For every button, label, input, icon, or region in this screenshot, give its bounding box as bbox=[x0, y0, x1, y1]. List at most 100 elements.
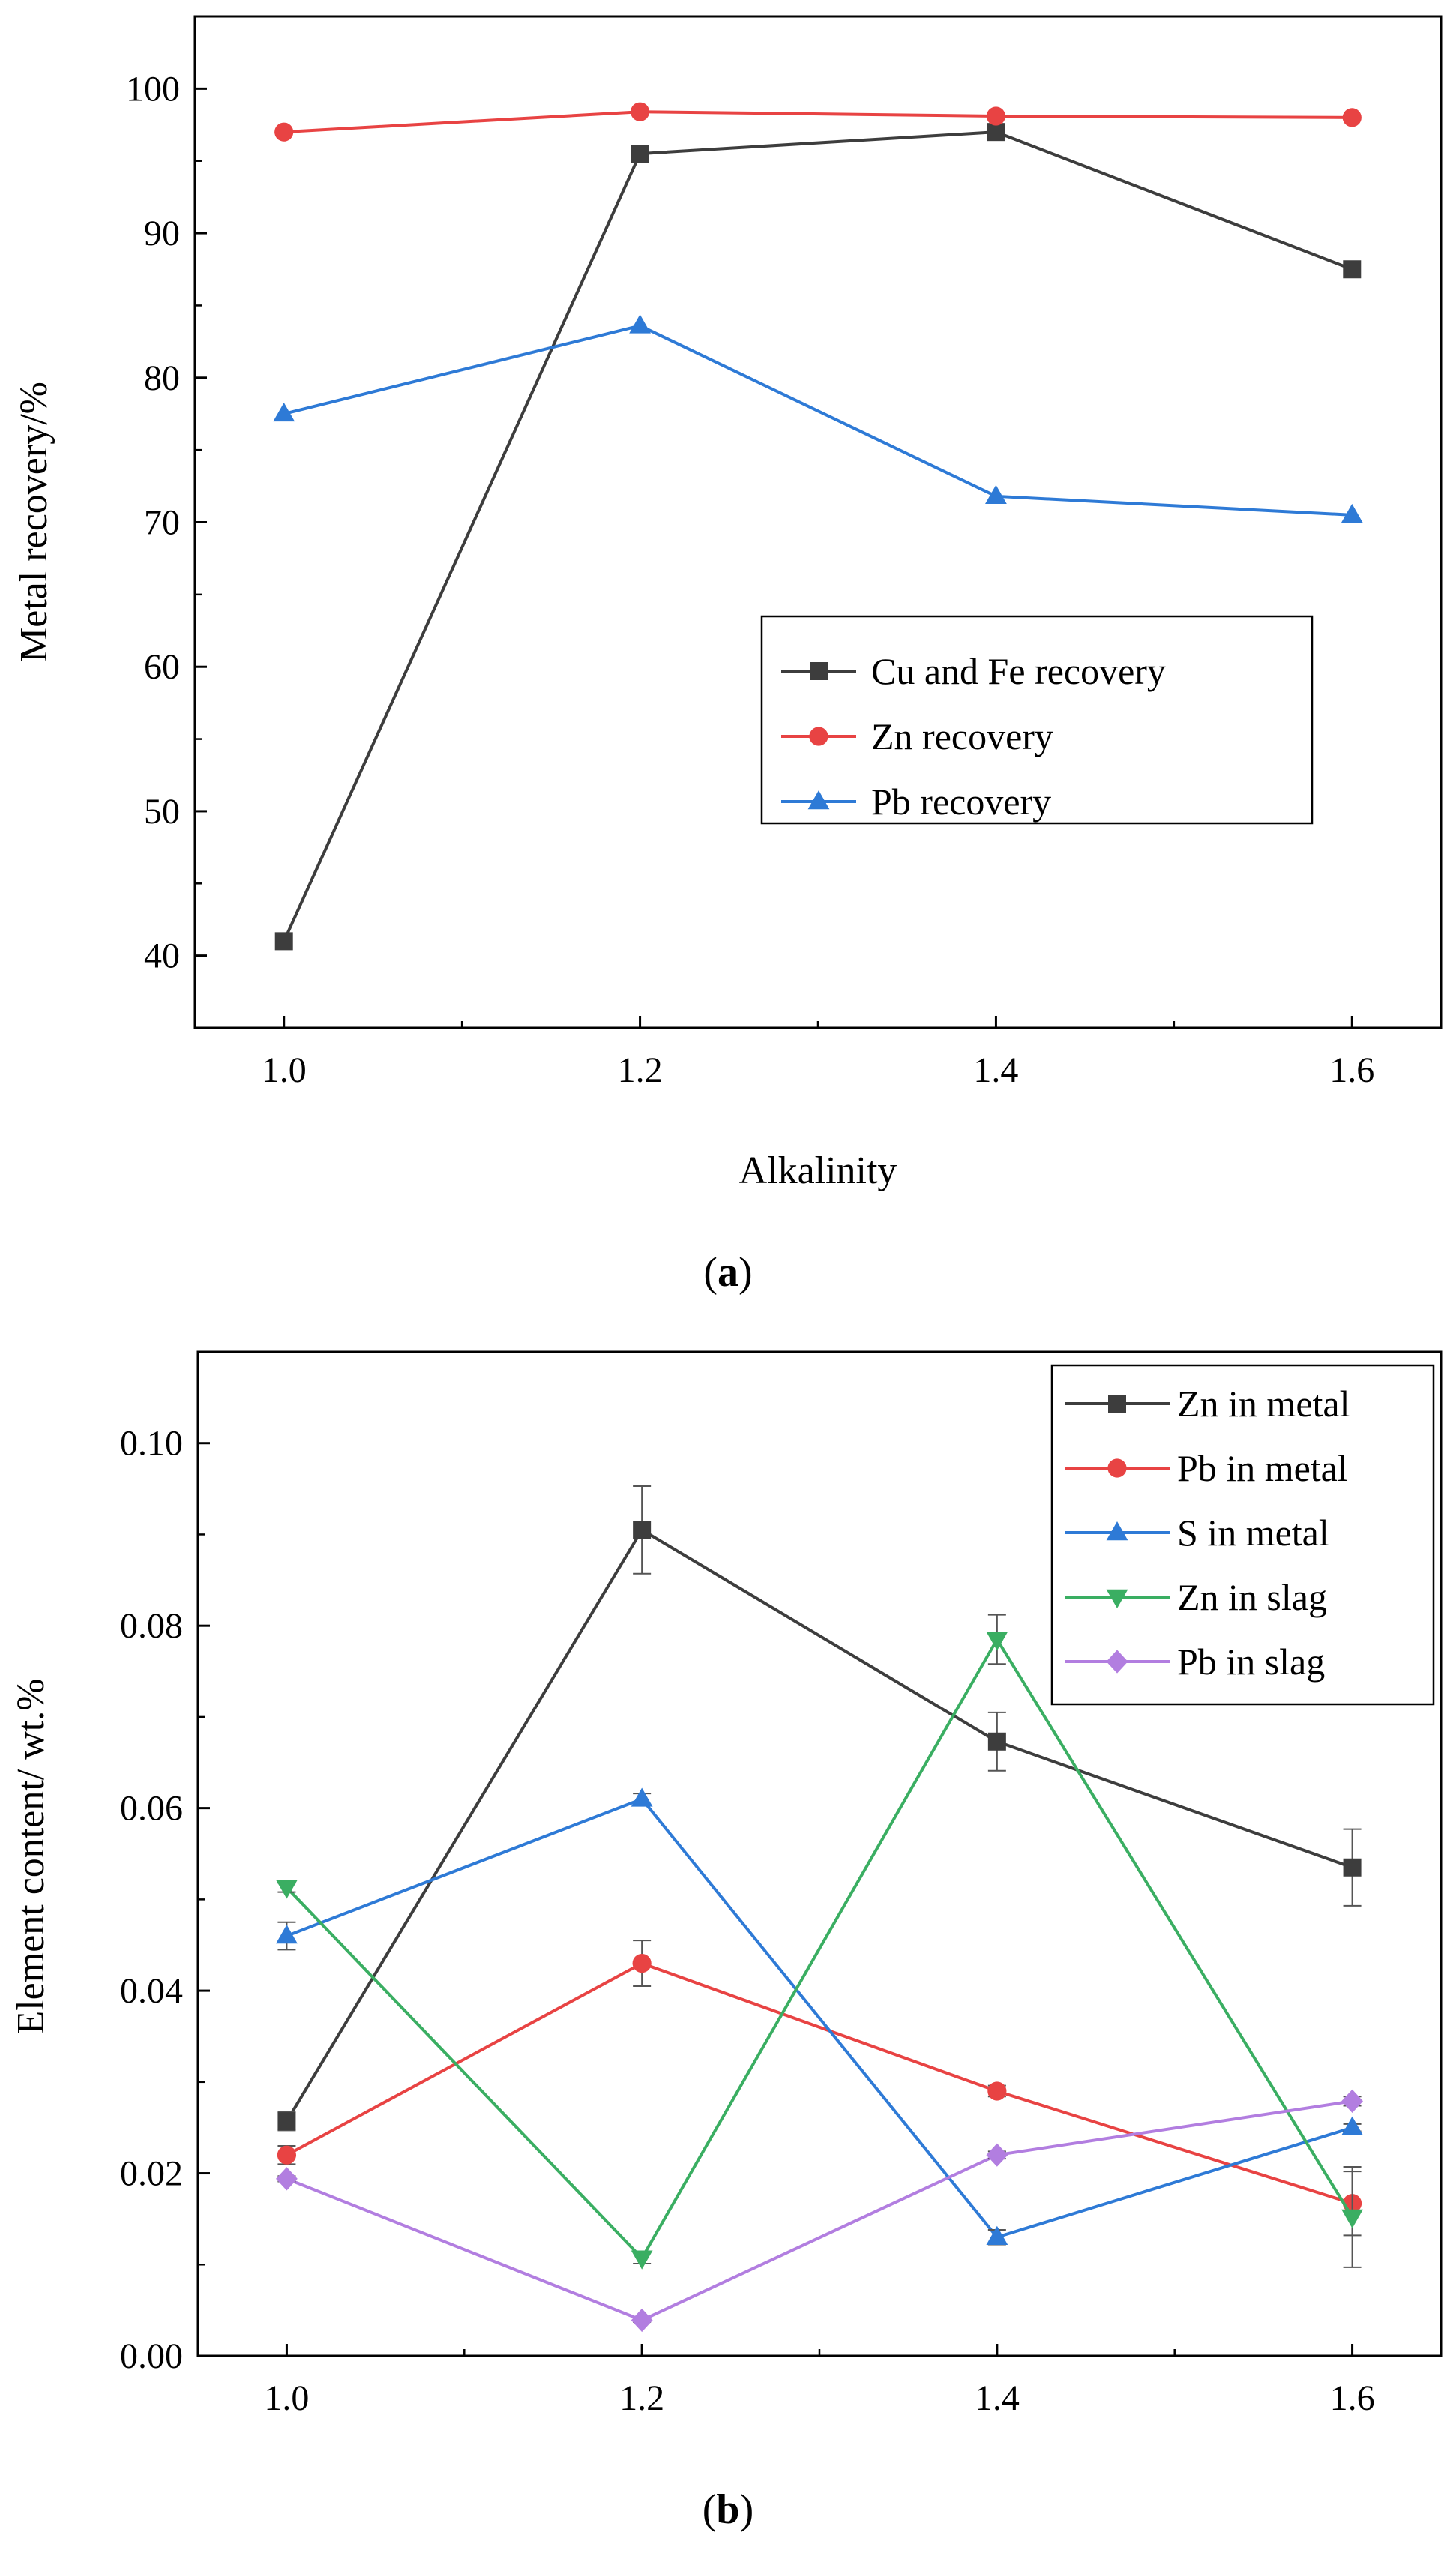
legend-entry: Cu and Fe recovery bbox=[781, 650, 1166, 692]
legend-label: Cu and Fe recovery bbox=[871, 650, 1166, 692]
data-point bbox=[1341, 2209, 1363, 2228]
chart-a-legend-box bbox=[760, 615, 1314, 825]
data-point bbox=[986, 106, 1006, 126]
x-tick-label: 1.4 bbox=[973, 1050, 1018, 1090]
legend-marker bbox=[810, 662, 828, 680]
legend-label: Pb recovery bbox=[871, 781, 1051, 823]
x-tick-label: 1.0 bbox=[264, 2378, 309, 2418]
series-zn-recovery bbox=[274, 102, 1362, 142]
y-tick-label: 60 bbox=[144, 647, 180, 687]
series-line bbox=[283, 110, 1353, 134]
x-tick-label: 1.2 bbox=[618, 1050, 663, 1090]
data-point bbox=[276, 1925, 298, 1944]
y-tick-label: 90 bbox=[144, 214, 180, 253]
series-line bbox=[286, 2099, 1353, 2322]
data-point bbox=[986, 2225, 1008, 2245]
series-cu-and-fe-recovery bbox=[274, 123, 1362, 951]
series-line bbox=[283, 324, 1353, 517]
series-line bbox=[285, 1638, 1354, 2260]
chart-b-legend: Zn in metal Pb in metal S in metal Zn in sl… bbox=[1050, 1364, 1435, 1706]
legend-marker bbox=[1106, 1650, 1128, 1674]
legend-entry: Pb in slag bbox=[1065, 1641, 1325, 1683]
series-line bbox=[285, 1528, 1353, 2123]
data-point bbox=[277, 2145, 297, 2165]
chart-a-ticks: 1.0 1.2 1.4 1.6 40 50 60 70 80 90 100 bbox=[126, 69, 1374, 1090]
series-s-in-metal bbox=[276, 1787, 1363, 2246]
y-tick-label: 80 bbox=[144, 358, 180, 398]
x-tick-label: 1.0 bbox=[262, 1050, 307, 1090]
chart-a-caption-letter: a bbox=[718, 1249, 738, 1296]
chart-b-caption: (b) bbox=[703, 2486, 753, 2533]
chart-b-caption-letter: b bbox=[716, 2486, 739, 2533]
legend-marker bbox=[809, 727, 828, 746]
legend-marker bbox=[1107, 1458, 1127, 1478]
data-point bbox=[274, 122, 294, 142]
data-point bbox=[987, 2081, 1007, 2101]
chart-a-series bbox=[273, 102, 1363, 951]
legend-entry: Zn in slag bbox=[1065, 1576, 1327, 1618]
data-point bbox=[276, 2167, 298, 2191]
data-point bbox=[277, 2112, 296, 2131]
chart-a: 1.0 1.2 1.4 1.6 40 50 60 70 80 90 100 Cu and Fe re… bbox=[13, 15, 1443, 1296]
legend-entry: Zn recovery bbox=[781, 715, 1053, 757]
series-zn-in-metal bbox=[277, 1485, 1362, 2132]
chart-b-ylabel: Element content/ wt.% bbox=[10, 1678, 52, 2034]
data-point bbox=[1341, 2116, 1363, 2135]
data-point bbox=[631, 2250, 653, 2270]
y-tick-label: 50 bbox=[144, 792, 180, 832]
y-tick-label: 0.06 bbox=[120, 1789, 183, 1829]
data-point bbox=[631, 2308, 653, 2333]
data-point bbox=[1341, 2089, 1363, 2113]
series-pb-recovery bbox=[273, 314, 1363, 523]
data-point bbox=[986, 1632, 1008, 1651]
legend-marker bbox=[1106, 1589, 1128, 1608]
y-tick-label: 0.08 bbox=[120, 1606, 183, 1646]
series-zn-in-slag bbox=[276, 1614, 1363, 2270]
data-point bbox=[1341, 503, 1363, 523]
data-point bbox=[1343, 260, 1362, 279]
y-tick-label: 0.10 bbox=[120, 1424, 183, 1464]
data-point bbox=[985, 484, 1007, 505]
data-point bbox=[1343, 1858, 1362, 1877]
y-tick-label: 0.02 bbox=[120, 2154, 183, 2194]
chart-b: 1.0 1.2 1.4 1.6 0.00 0.02 0.04 0.06 0.08 0.10 Zn … bbox=[10, 1350, 1443, 2533]
legend-label: Pb in metal bbox=[1177, 1447, 1348, 1489]
chart-a-legend: Cu and Fe recovery Zn recovery Pb recovery bbox=[760, 615, 1314, 825]
legend-marker bbox=[1108, 1395, 1126, 1413]
legend-marker bbox=[807, 790, 830, 810]
x-tick-label: 1.6 bbox=[1330, 2378, 1375, 2418]
legend-entry: Pb in metal bbox=[1065, 1447, 1348, 1489]
x-tick-label: 1.6 bbox=[1329, 1050, 1374, 1090]
y-tick-label: 0.00 bbox=[120, 2336, 183, 2376]
chart-b-ticks: 1.0 1.2 1.4 1.6 0.00 0.02 0.04 0.06 0.08 0.10 bbox=[120, 1424, 1375, 2418]
series-pb-in-slag bbox=[276, 2089, 1363, 2333]
legend-label: S in metal bbox=[1177, 1512, 1329, 1554]
data-point bbox=[273, 402, 295, 422]
data-point bbox=[1342, 108, 1362, 127]
x-tick-label: 1.4 bbox=[975, 2378, 1020, 2418]
data-point bbox=[630, 102, 650, 121]
data-point bbox=[987, 1732, 1006, 1751]
chart-a-plot-frame bbox=[193, 15, 1443, 1029]
legend-entry: Pb recovery bbox=[781, 781, 1051, 823]
data-point bbox=[986, 2143, 1008, 2167]
y-tick-label: 100 bbox=[126, 69, 180, 109]
legend-label: Zn recovery bbox=[871, 715, 1053, 757]
data-point bbox=[631, 1787, 653, 1807]
data-point bbox=[632, 1953, 652, 1973]
legend-entry: Zn in metal bbox=[1065, 1383, 1350, 1425]
chart-b-series bbox=[276, 1485, 1363, 2333]
x-tick-label: 1.2 bbox=[619, 2378, 664, 2418]
chart-a-xlabel: Alkalinity bbox=[739, 1149, 897, 1192]
series-pb-in-metal bbox=[277, 1940, 1362, 2237]
y-tick-label: 0.04 bbox=[120, 1971, 183, 2011]
legend-label: Zn in slag bbox=[1177, 1576, 1327, 1618]
data-point bbox=[631, 145, 649, 163]
series-line bbox=[286, 1961, 1353, 2205]
data-point bbox=[274, 932, 293, 951]
y-tick-label: 40 bbox=[144, 936, 180, 976]
series-line bbox=[286, 1797, 1353, 2239]
data-point bbox=[276, 1880, 298, 1899]
data-point bbox=[987, 123, 1005, 142]
